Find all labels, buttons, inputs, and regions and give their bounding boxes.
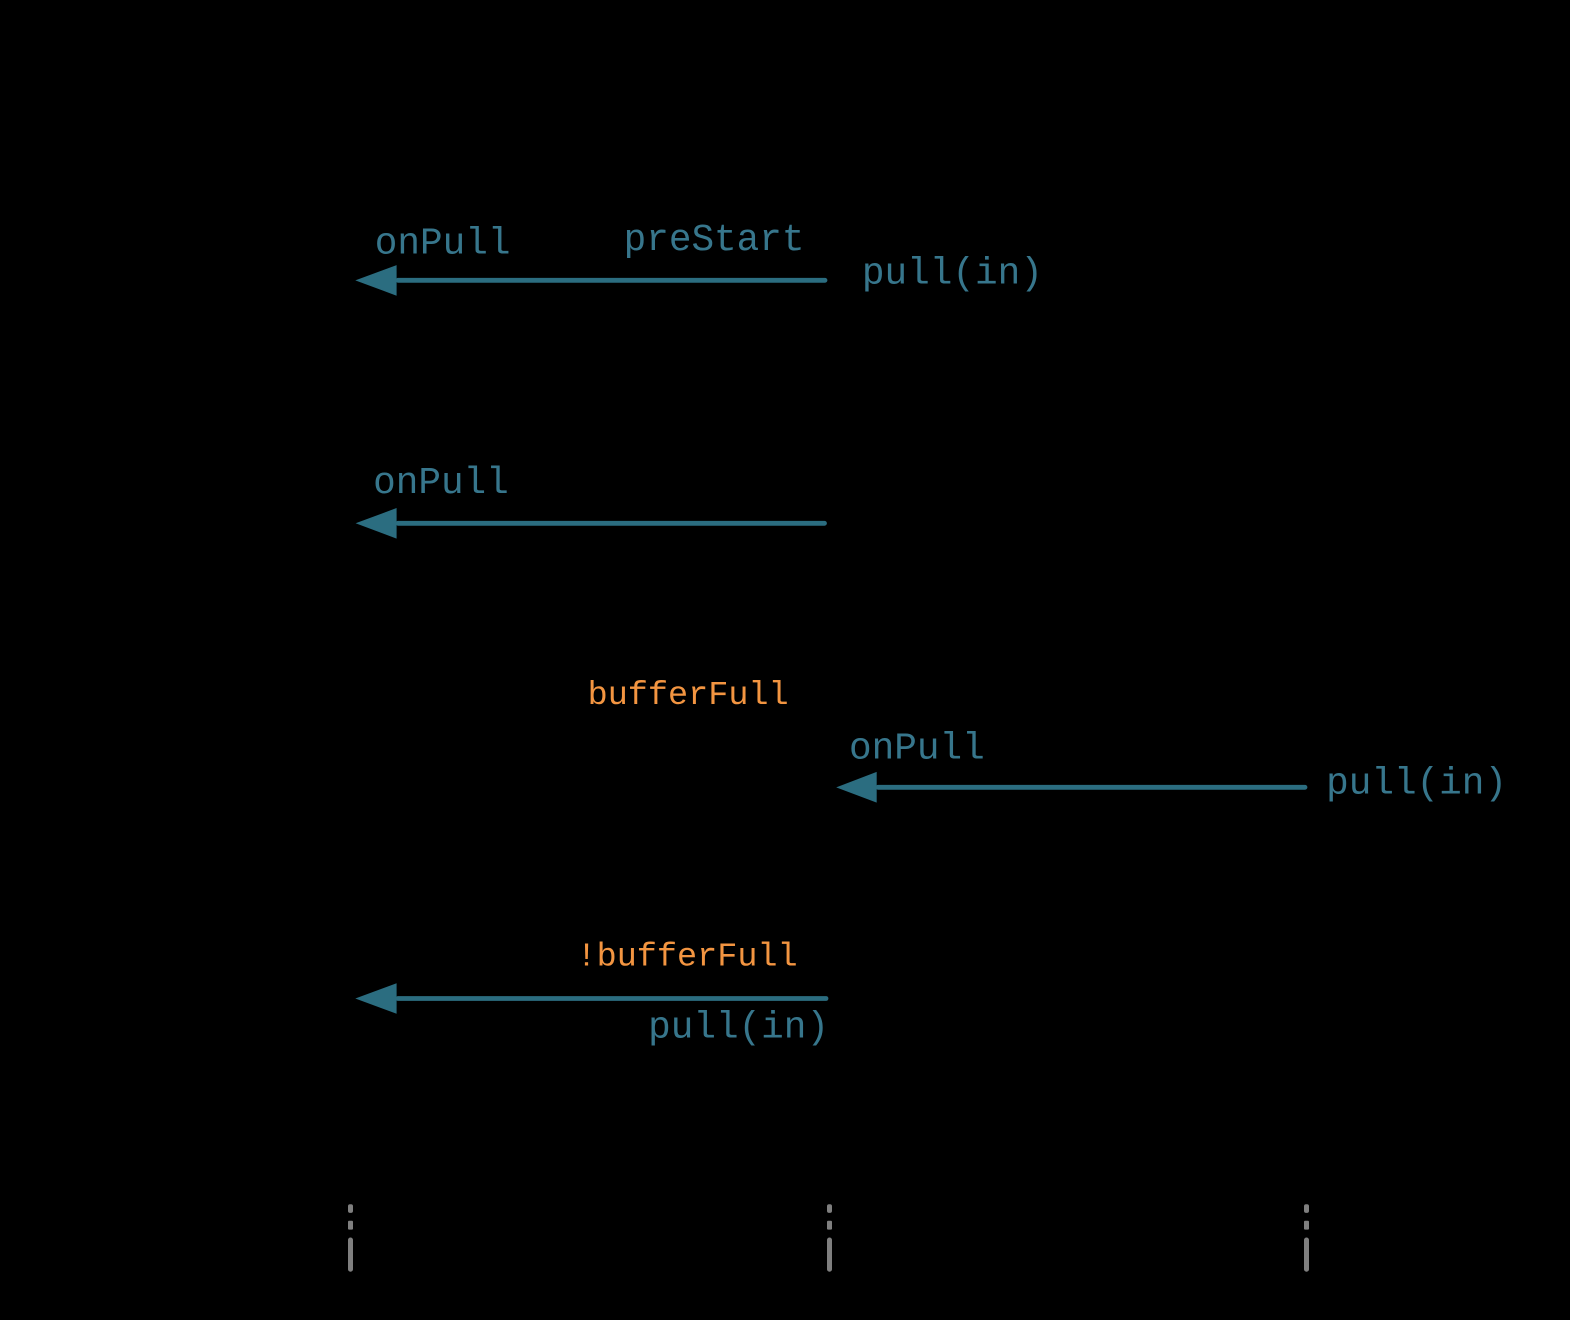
svg-text:onPull: onPull (375, 224, 511, 266)
svg-text:!bufferFull: !bufferFull (577, 939, 798, 977)
svg-text:pull(in): pull(in) (648, 1008, 829, 1050)
svg-text:pull(in): pull(in) (862, 254, 1043, 296)
svg-text:bufferFull: bufferFull (588, 677, 789, 715)
svg-text:pull(in): pull(in) (1326, 764, 1507, 806)
svg-text:preStart: preStart (624, 220, 805, 262)
svg-text:onPull: onPull (373, 463, 509, 505)
svg-text:onPull: onPull (849, 729, 985, 771)
